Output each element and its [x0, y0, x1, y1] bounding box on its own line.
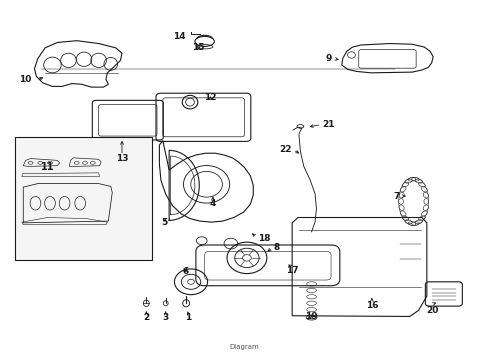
Text: 5: 5: [161, 219, 167, 228]
Text: 15: 15: [192, 43, 204, 52]
Text: 11: 11: [41, 162, 54, 172]
Text: 20: 20: [425, 306, 437, 315]
Text: 18: 18: [258, 234, 270, 243]
Text: 13: 13: [116, 154, 128, 163]
Text: 9: 9: [325, 54, 331, 63]
Text: 19: 19: [305, 312, 317, 321]
Text: 4: 4: [209, 199, 216, 208]
Text: Diagram: Diagram: [229, 344, 259, 350]
Text: 2: 2: [143, 313, 149, 322]
Text: 3: 3: [163, 313, 168, 322]
Text: 21: 21: [322, 120, 334, 129]
Text: 6: 6: [182, 267, 188, 276]
Text: 14: 14: [172, 32, 185, 41]
Text: 17: 17: [285, 266, 298, 275]
Text: 16: 16: [365, 301, 377, 310]
Bar: [15, 137, 152, 260]
Text: 12: 12: [204, 93, 216, 102]
Text: 22: 22: [279, 145, 291, 154]
Text: 1: 1: [185, 313, 191, 322]
Text: 7: 7: [393, 192, 399, 201]
Text: 10: 10: [19, 76, 31, 85]
Text: 8: 8: [273, 243, 279, 252]
